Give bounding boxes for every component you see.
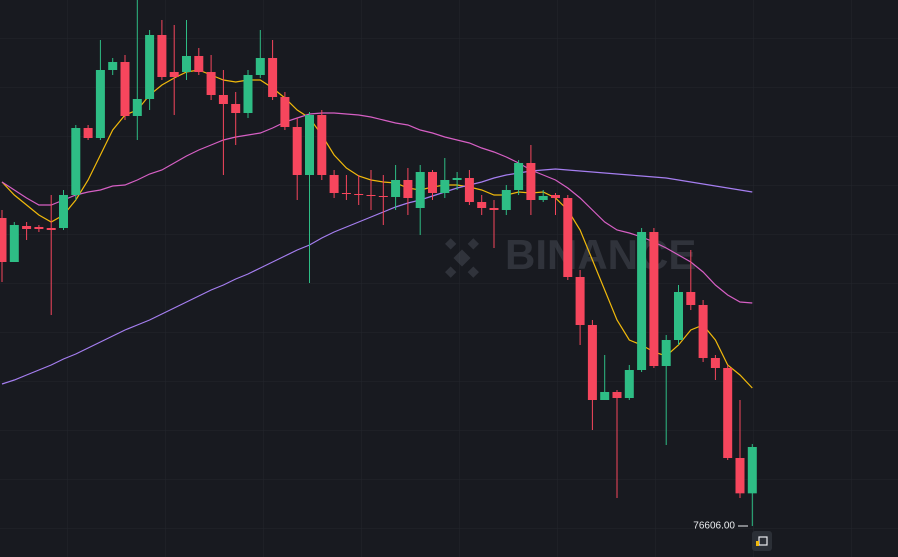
- candle-body: [489, 208, 499, 210]
- candle-body: [674, 292, 683, 340]
- candle-body: [563, 198, 573, 277]
- candle-body: [378, 196, 388, 197]
- candle-body: [538, 196, 548, 200]
- candle-body: [514, 163, 524, 190]
- candle-body: [292, 127, 302, 175]
- candle-body: [9, 225, 19, 262]
- candle-body: [108, 62, 118, 70]
- candle-body: [132, 99, 142, 116]
- watermark: BINANCE: [505, 231, 696, 278]
- icon[interactable]: [752, 531, 772, 551]
- candle-body: [169, 72, 179, 77]
- candle-body: [587, 325, 597, 400]
- candle-body: [624, 370, 634, 398]
- candle-body: [575, 277, 585, 325]
- candle-body: [341, 193, 351, 194]
- candle-body: [452, 178, 462, 180]
- candle-body: [317, 115, 327, 175]
- candle-body: [649, 232, 659, 366]
- candle-body: [354, 194, 364, 195]
- candle-body: [95, 70, 105, 138]
- candle-body: [391, 180, 401, 197]
- candle-body: [206, 72, 216, 95]
- candle-body: [637, 232, 647, 370]
- candle-body: [329, 175, 339, 193]
- candle-body: [551, 195, 560, 198]
- candle-body: [120, 62, 130, 116]
- candle-body: [747, 447, 757, 494]
- candle-body: [243, 75, 253, 113]
- candle-body: [428, 172, 437, 193]
- candle-body: [255, 58, 265, 75]
- candle-body: [440, 180, 450, 193]
- candle-body: [83, 128, 93, 138]
- candle-body: [305, 115, 314, 175]
- candle-body: [46, 228, 56, 230]
- candle-body: [268, 58, 278, 97]
- candle-body: [71, 128, 81, 195]
- moving-average-line: [1, 168, 753, 385]
- candle-body: [145, 35, 155, 99]
- candle-body: [600, 392, 610, 400]
- candle-body: [477, 202, 487, 208]
- candle-body: [194, 56, 204, 72]
- candle-body: [464, 178, 474, 202]
- candle-body: [661, 340, 671, 366]
- candle-body: [59, 195, 68, 228]
- candle-body: [218, 95, 228, 104]
- icon-glyph: [756, 541, 759, 546]
- candle-body: [698, 305, 708, 358]
- candle-body: [501, 190, 511, 210]
- candle-body: [723, 368, 733, 458]
- candle-body: [280, 97, 290, 127]
- candle-body: [415, 172, 425, 208]
- candle-body: [157, 35, 167, 77]
- candle-body: [182, 56, 191, 72]
- candle-body: [34, 227, 44, 229]
- candle-body: [231, 104, 241, 113]
- candle-body: [612, 392, 622, 398]
- candle-body: [22, 226, 32, 229]
- candle-body: [686, 292, 696, 305]
- candle-body: [735, 458, 745, 494]
- candle-body: [366, 195, 376, 196]
- candle-body: [403, 180, 413, 198]
- price-label: 76606.00: [693, 521, 735, 532]
- candle-body: [710, 358, 720, 368]
- moving-average-line: [1, 112, 753, 304]
- candle-body: [0, 218, 7, 262]
- icon-button[interactable]: [752, 531, 772, 551]
- candle-body: [526, 163, 536, 200]
